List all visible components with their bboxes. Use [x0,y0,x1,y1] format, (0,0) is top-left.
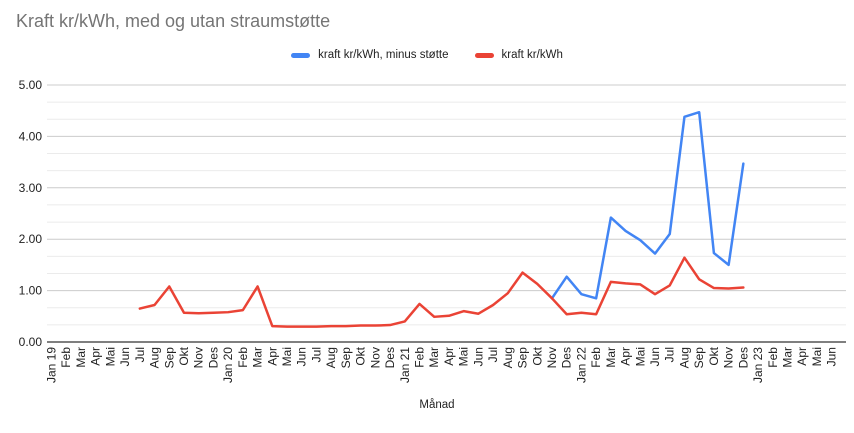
x-tick-label: Aug [148,347,162,368]
x-tick-label: Nov [722,347,736,368]
series-line-kraft [138,256,745,328]
x-tick-label: Sep [162,347,176,369]
x-tick-label: Apr [619,347,633,366]
x-tick-label: Mar [781,347,795,368]
x-tick-label: Sep [692,347,706,369]
x-tick-label: Sep [516,347,530,369]
x-tick-label: Nov [545,347,559,368]
x-tick-label: Feb [236,347,250,368]
legend-item-kraft: kraft kr/kWh [474,49,563,61]
x-tick-label: Apr [795,347,809,366]
x-tick-label: Jan 22 [574,347,588,383]
x-tick-label: Aug [677,347,691,368]
x-tick-label: Jan 23 [751,347,765,383]
x-tick-label: Okt [354,346,368,365]
x-tick-label: Feb [589,347,603,368]
y-tick-label: 0.00 [19,335,43,349]
x-tick-label: Jul [309,347,323,362]
x-tick-label: Des [560,347,574,368]
x-tick-label: Okt [707,346,721,365]
y-tick-label: 1.00 [19,284,43,298]
x-tick-label: Jan 20 [221,347,235,383]
y-tick-label: 4.00 [19,129,43,143]
x-tick-label: Mai [280,347,294,366]
x-tick-label: Okt [177,346,191,365]
legend: kraft kr/kWh, minus støtte kraft kr/kWh [0,49,854,61]
y-tick-label: 2.00 [19,232,43,246]
x-tick-label: Mai [633,347,647,366]
legend-label-minus-stotte: kraft kr/kWh, minus støtte [318,49,449,61]
x-tick-label: Aug [501,347,515,368]
x-tick-label: Nov [192,347,206,368]
x-tick-label: Jun [648,347,662,366]
x-tick-label: Des [383,347,397,368]
x-tick-label: Mar [74,347,88,368]
x-tick-label: Apr [442,347,456,366]
x-tick-label: Sep [339,347,353,369]
x-tick-label: Des [736,347,750,368]
x-tick-label: Mai [810,347,824,366]
x-tick-label: Feb [766,347,780,368]
x-tick-label: Mar [427,347,441,368]
x-tick-label: Okt [530,346,544,365]
x-tick-label: Apr [265,347,279,366]
x-tick-label: Jul [486,347,500,362]
x-tick-label: Jul [663,347,677,362]
x-tick-label: Des [206,347,220,368]
x-tick-label: Jan 21 [398,347,412,383]
x-tick-label: Feb [59,347,73,368]
x-tick-label: Jun [825,347,839,366]
x-tick-label: Nov [368,347,382,368]
x-tick-label: Mai [103,347,117,366]
y-tick-label: 5.00 [19,78,43,92]
x-tick-label: Mar [251,347,265,368]
x-tick-label: Mai [457,347,471,366]
chart-title: Kraft kr/kWh, med og utan straumstøtte [16,11,331,31]
x-tick-label: Aug [324,347,338,368]
y-tick-label: 3.00 [19,181,43,195]
x-tick-label: Jun [471,347,485,366]
x-tick-label: Jun [295,347,309,366]
legend-item-minus-stotte: kraft kr/kWh, minus støtte [291,49,449,61]
x-tick-label: Apr [89,347,103,366]
x-tick-label: Jan 19 [45,347,59,383]
x-axis-title: Månad [419,399,455,411]
x-tick-label: Jul [133,347,147,362]
legend-label-kraft: kraft kr/kWh [501,49,563,61]
legend-swatch-blue-icon [291,52,311,58]
x-tick-label: Jun [118,347,132,366]
x-tick-label: Feb [413,347,427,368]
legend-swatch-red-icon [474,52,494,58]
series-line-minus-stotte [550,110,745,300]
x-tick-label: Mar [604,347,618,368]
